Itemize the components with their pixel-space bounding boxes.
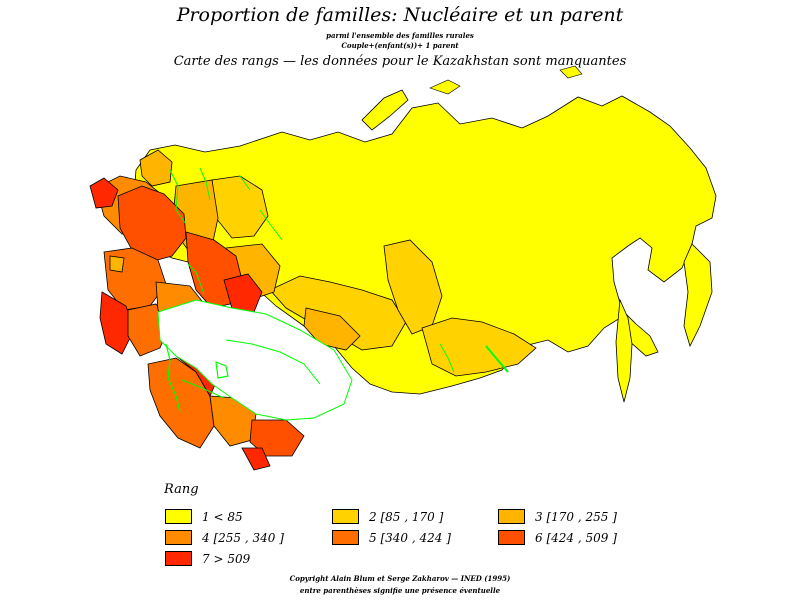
aral-sea: [215, 361, 229, 379]
legend-swatch: [332, 530, 359, 545]
legend-label: 7 > 509: [202, 552, 251, 566]
region-baltic: [89, 177, 119, 209]
legend-swatch: [498, 530, 525, 545]
map-subtitle-definition: Couple+(enfant(s))+ 1 parent: [341, 41, 459, 50]
region-european-north: [211, 175, 269, 239]
legend-label: 4 [255 , 340 ]: [202, 531, 284, 545]
map-subtitle-note: Carte des rangs — les données pour le Ka…: [173, 54, 627, 69]
region-kazakhstan-no-data: [157, 299, 353, 421]
legend-label: 1 < 85: [202, 510, 243, 524]
legend-swatch: [165, 551, 192, 566]
legend-swatch: [165, 530, 192, 545]
region-baikal: [421, 317, 537, 377]
region-center-russia: [117, 185, 187, 263]
region-russia-north-east: [131, 95, 717, 395]
legend-label: 6 [424 , 509 ]: [535, 531, 617, 545]
waterways: [169, 167, 455, 399]
region-sakhalin: [615, 298, 633, 403]
region-omsk: [303, 307, 361, 351]
legend-label: 3 [170 , 255 ]: [535, 510, 617, 524]
legend-title: Rang: [164, 482, 199, 497]
region-novaya-zemlya: [361, 89, 409, 131]
region-kamchatka: [683, 243, 713, 348]
region-arctic-islands: [429, 65, 583, 95]
region-turkmenistan: [147, 357, 215, 449]
legend-swatch: [165, 509, 192, 524]
footnote: entre parenthèses signifie une présence …: [299, 586, 501, 595]
region-moldova: [109, 255, 125, 273]
map-subtitle-population: parmi l'ensemble des familles rurales: [326, 31, 474, 40]
legend-label: 2 [85 , 170 ]: [369, 510, 444, 524]
lake-baikal: [485, 345, 509, 373]
region-kyrgyzstan: [241, 447, 271, 471]
region-karelia: [139, 149, 173, 187]
legend-label: 5 [340 , 424 ]: [369, 531, 451, 545]
copyright-note: Copyright Alain Blum et Serge Zakharov —…: [289, 574, 511, 583]
legend-swatch: [498, 509, 525, 524]
map-title: Proportion de familles: Nucléaire et un …: [176, 4, 624, 26]
region-ukraine-west: [99, 291, 135, 355]
caspian-sea: [165, 343, 181, 413]
legend-swatch: [332, 509, 359, 524]
